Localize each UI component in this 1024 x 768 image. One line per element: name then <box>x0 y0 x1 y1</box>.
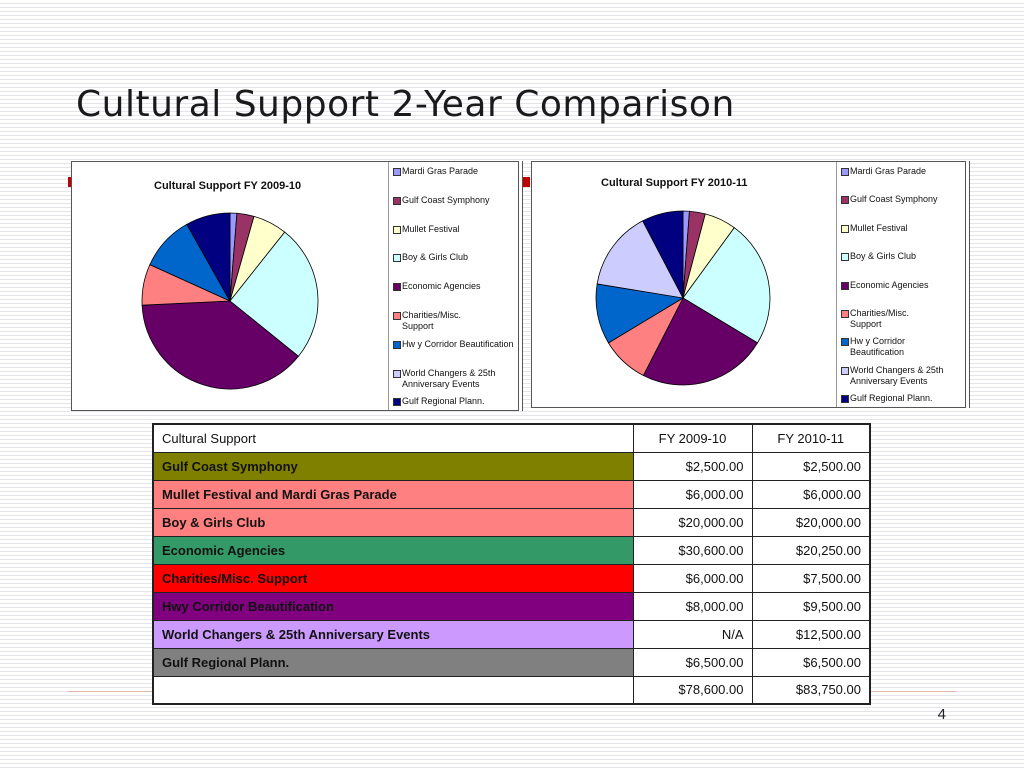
chart-frame-edge <box>965 161 970 408</box>
fy2009-10-value: $6,000.00 <box>632 563 753 593</box>
chart-title: Cultural Support FY 2009-10 <box>154 180 302 192</box>
fy2009-10-value: N/A <box>632 619 753 649</box>
table-header-row: Cultural Support FY 2009-10 FY 2010-11 <box>152 423 871 453</box>
legend-label: Economic Agencies <box>850 279 929 290</box>
table-header-cell: Cultural Support <box>152 423 634 453</box>
legend-swatch <box>841 253 849 262</box>
table-row: Gulf Regional Plann. $6,500.00 $6,500.00 <box>152 647 871 677</box>
table-row: World Changers & 25th Anniversary Events… <box>152 619 871 649</box>
pie-slice <box>141 300 300 390</box>
table-row: Boy & Girls Club $20,000.00 $20,000.00 <box>152 507 871 537</box>
table-row: Mullet Festival and Mardi Gras Parade $6… <box>152 479 871 509</box>
legend-label: Mardi Gras Parade <box>850 166 927 176</box>
legend-swatch <box>393 369 401 378</box>
fy2010-11-value: $6,500.00 <box>751 647 871 677</box>
legend-label: Gulf Coast Symphony <box>402 194 490 205</box>
pie-plot <box>595 210 771 386</box>
table-header-cell: FY 2010-11 <box>751 423 871 453</box>
table-row: Hwy Corridor Beautification $8,000.00 $9… <box>152 591 871 621</box>
legend-swatch <box>841 395 849 404</box>
page-number: 4 <box>937 706 946 723</box>
legend-swatch <box>393 254 401 263</box>
legend-swatch <box>393 225 401 234</box>
pie-plot <box>141 212 319 390</box>
total-label <box>152 675 634 705</box>
legend-label: Economic Agencies <box>402 281 481 292</box>
cultural-support-table: Cultural Support FY 2009-10 FY 2010-11 G… <box>152 423 871 705</box>
legend-swatch <box>393 340 401 349</box>
legend-label: World Changers & 25th Anniversary Events <box>402 367 496 389</box>
legend-swatch <box>393 283 401 292</box>
row-label: Boy & Girls Club <box>152 507 634 537</box>
legend-swatch <box>841 338 849 347</box>
accent-mark <box>520 177 530 187</box>
legend-label: Gulf Coast Symphony <box>850 194 938 205</box>
row-label: Gulf Regional Plann. <box>152 647 634 677</box>
pie-chart-fy2009-10: Cultural Support FY 2009-10 Mardi Gras P… <box>71 161 523 411</box>
fy2009-10-total: $78,600.00 <box>632 675 753 705</box>
legend-swatch <box>841 196 849 205</box>
legend-swatch <box>841 310 849 318</box>
table-row: Economic Agencies $30,600.00 $20,250.00 <box>152 535 871 565</box>
legend-label: Hw y Corridor Beautification <box>402 338 514 349</box>
legend-label: Boy & Girls Club <box>402 252 469 263</box>
fy2010-11-value: $2,500.00 <box>751 451 871 481</box>
legend-label: Mardi Gras Parade <box>402 166 479 176</box>
fy2010-11-value: $6,000.00 <box>751 479 871 509</box>
row-label: World Changers & 25th Anniversary Events <box>152 619 634 649</box>
table-row: Charities/Misc. Support $6,000.00 $7,500… <box>152 563 871 593</box>
fy2009-10-value: $20,000.00 <box>632 507 753 537</box>
legend-swatch <box>393 312 401 320</box>
fy2009-10-value: $2,500.00 <box>632 451 753 481</box>
legend-label: Charities/Misc. Support <box>850 308 910 329</box>
legend-label: Mullet Festival <box>402 223 460 234</box>
chart-frame-edge <box>518 161 523 411</box>
legend-swatch <box>393 168 401 176</box>
row-label: Economic Agencies <box>152 535 634 565</box>
pie-chart-fy2010-11: Cultural Support FY 2010-11 Mardi Gras P… <box>531 161 970 408</box>
row-label: Gulf Coast Symphony <box>152 451 634 481</box>
legend-swatch <box>393 196 401 205</box>
chart-legend: Mardi Gras Parade Gulf Coast Symphony Mull… <box>836 162 963 407</box>
pie-slice <box>596 220 684 299</box>
fy2010-11-value: $7,500.00 <box>751 563 871 593</box>
slide-title: Cultural Support 2-Year Comparison <box>76 84 735 125</box>
row-label: Charities/Misc. Support <box>152 563 634 593</box>
pie-slice <box>186 212 231 303</box>
fy2009-10-value: $6,000.00 <box>632 479 753 509</box>
legend-label: Hw y Corridor Beautification <box>850 336 906 358</box>
fy2010-11-total: $83,750.00 <box>751 675 871 705</box>
fy2009-10-value: $8,000.00 <box>632 591 753 621</box>
table-total-row: $78,600.00 $83,750.00 <box>152 675 871 705</box>
pie-slice <box>642 210 684 299</box>
legend-label: Boy & Girls Club <box>850 251 917 262</box>
legend-label: World Changers & 25th Anniversary Events <box>850 364 944 386</box>
fy2010-11-value: $20,250.00 <box>751 535 871 565</box>
fy2010-11-value: $12,500.00 <box>751 619 871 649</box>
row-label: Mullet Festival and Mardi Gras Parade <box>152 479 634 509</box>
pie-slice <box>682 227 771 344</box>
fy2010-11-value: $20,000.00 <box>751 507 871 537</box>
legend-swatch <box>393 398 401 407</box>
table-header-cell: FY 2009-10 <box>632 423 753 453</box>
chart-legend: Mardi Gras Parade Gulf Coast Symphony Mull… <box>388 162 517 410</box>
legend-swatch <box>841 224 849 233</box>
table-row: Gulf Coast Symphony $2,500.00 $2,500.00 <box>152 451 871 481</box>
legend-swatch <box>841 168 849 176</box>
row-label: Hwy Corridor Beautification <box>152 591 634 621</box>
legend-swatch <box>841 281 849 290</box>
legend-label: Mullet Festival <box>850 222 908 233</box>
legend-label: Gulf Regional Plann. <box>402 396 485 407</box>
fy2009-10-value: $6,500.00 <box>632 647 753 677</box>
fy2010-11-value: $9,500.00 <box>751 591 871 621</box>
fy2009-10-value: $30,600.00 <box>632 535 753 565</box>
chart-title: Cultural Support FY 2010-11 <box>601 177 748 189</box>
legend-label: Charities/Misc. Support <box>402 310 462 331</box>
pie-slice <box>229 231 319 357</box>
legend-label: Gulf Regional Plann. <box>850 393 933 404</box>
legend-swatch <box>841 366 849 375</box>
